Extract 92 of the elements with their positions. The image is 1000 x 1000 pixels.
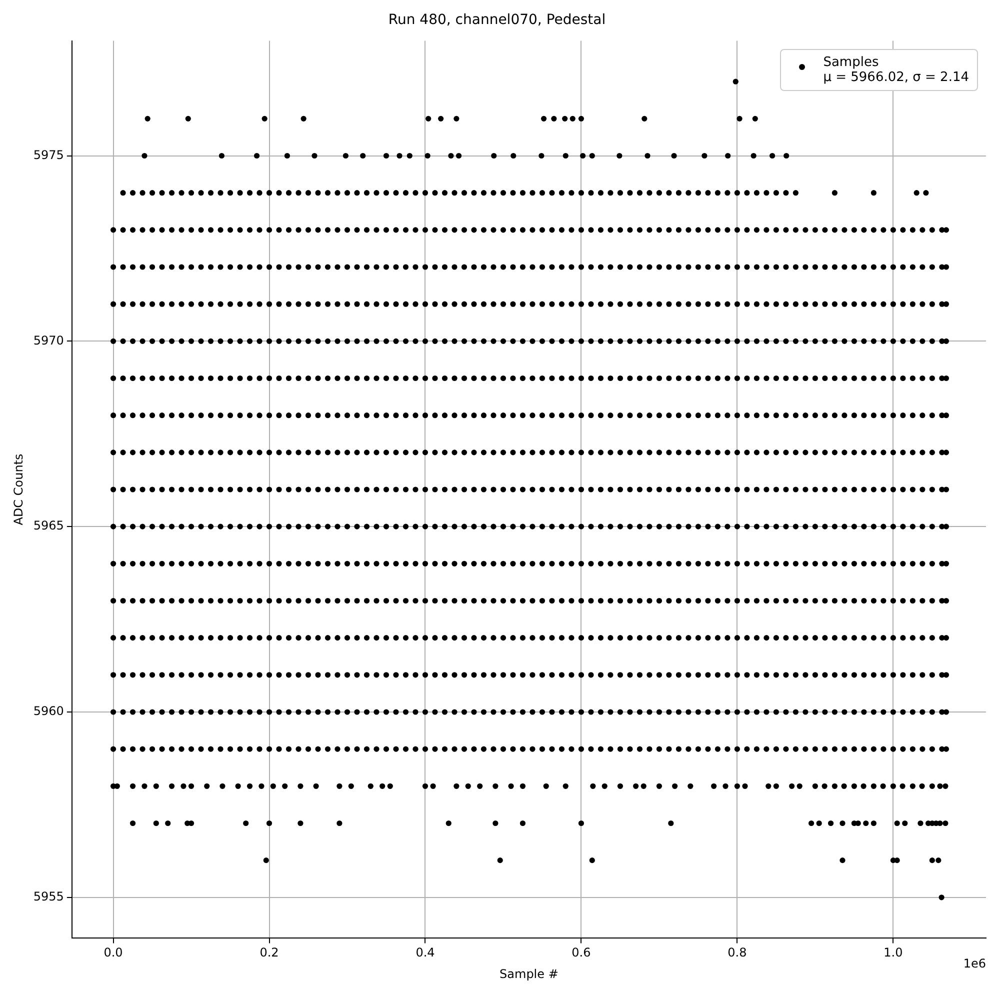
point (263, 858, 269, 864)
point (284, 152, 290, 159)
point (551, 116, 557, 122)
point (165, 820, 171, 826)
point (578, 116, 584, 122)
point (580, 152, 586, 159)
y-tick-label: 5965 (33, 518, 64, 533)
point (732, 78, 738, 84)
point (424, 152, 430, 159)
text: 1e6 (963, 956, 986, 970)
point (456, 152, 462, 159)
point (406, 152, 412, 159)
point (497, 858, 503, 864)
point (142, 152, 148, 159)
point (570, 116, 576, 122)
point (336, 820, 342, 826)
point (266, 820, 272, 826)
point (870, 190, 876, 196)
point (254, 152, 260, 159)
point (725, 152, 731, 159)
x-tick-label: 0.4 (416, 946, 435, 960)
point (540, 116, 547, 122)
point (438, 116, 444, 122)
point (396, 152, 402, 159)
point (589, 152, 595, 159)
point (840, 858, 846, 864)
point (342, 152, 348, 159)
point (298, 820, 304, 826)
point (832, 190, 838, 196)
point (491, 152, 497, 159)
y-axis-title: ADC Counts (11, 454, 26, 526)
point (923, 190, 929, 196)
y-tick-label: 5960 (33, 704, 64, 718)
point (828, 820, 834, 826)
point (929, 858, 935, 864)
point (492, 820, 498, 826)
x-tick-label: 0.0 (104, 946, 123, 960)
point (153, 820, 159, 826)
point (218, 152, 224, 159)
y-tick-label: 5975 (33, 148, 64, 162)
point (642, 116, 648, 122)
point (902, 820, 908, 826)
point (752, 116, 758, 122)
point (562, 116, 568, 122)
point (863, 820, 869, 826)
point (578, 820, 584, 826)
point (448, 152, 454, 159)
point (510, 152, 516, 159)
point (644, 152, 650, 159)
point (936, 858, 942, 864)
point (144, 116, 150, 122)
point (736, 116, 742, 122)
point (918, 820, 924, 826)
point (668, 820, 674, 826)
point (538, 152, 544, 159)
legend-label: Samples μ = 5966.02, σ = 2.14 (823, 54, 969, 85)
point (914, 190, 920, 196)
point (870, 820, 876, 826)
point (589, 858, 595, 864)
point (300, 116, 306, 122)
x-axis-title: Sample # (500, 966, 558, 981)
point (750, 152, 756, 159)
point (454, 116, 460, 122)
point (840, 820, 846, 826)
point (784, 152, 790, 159)
point (185, 116, 191, 122)
x-tick-label: 0.2 (260, 946, 279, 960)
point (262, 116, 268, 122)
point (360, 152, 366, 159)
point (383, 152, 390, 159)
point (130, 820, 136, 826)
point (616, 152, 622, 159)
y-tick-label: 5970 (33, 333, 64, 348)
point (520, 820, 526, 826)
x-tick-label: 0.8 (728, 946, 747, 960)
point (426, 116, 432, 122)
point (312, 152, 318, 159)
point (243, 820, 249, 826)
point (562, 152, 568, 159)
chart-title: Run 480, channel070, Pedestal (388, 12, 606, 28)
point (894, 820, 900, 826)
point (770, 152, 776, 159)
x-tick-label: 0.6 (572, 946, 591, 960)
point (671, 152, 677, 159)
point (446, 820, 452, 826)
x-tick-label: 1.0 (884, 946, 903, 960)
point (938, 894, 944, 900)
point (702, 152, 708, 159)
point (816, 820, 822, 826)
point (808, 820, 814, 826)
point (942, 820, 948, 826)
y-tick-label: 5955 (33, 890, 64, 904)
